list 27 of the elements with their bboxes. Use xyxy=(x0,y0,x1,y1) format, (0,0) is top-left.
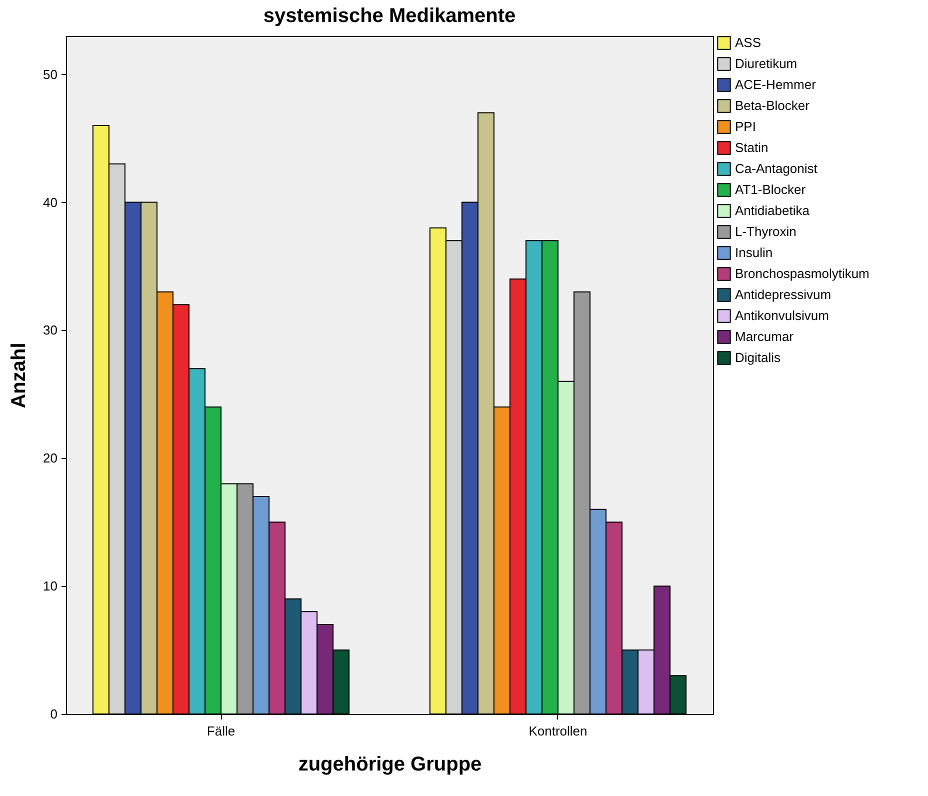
legend-label: L-Thyroxin xyxy=(735,224,796,239)
legend-label: Antidepressivum xyxy=(735,287,832,302)
legend-label: Statin xyxy=(735,140,768,155)
legend-label: PPI xyxy=(735,119,756,134)
legend-label: ACE-Hemmer xyxy=(735,77,817,92)
legend-label: Ca-Antagonist xyxy=(735,161,818,176)
chart-title: systemische Medikamente xyxy=(263,5,516,27)
y-tick-label: 40 xyxy=(43,194,58,210)
x-tick-label: Fälle xyxy=(206,724,236,738)
legend-label: Diuretikum xyxy=(735,56,798,71)
legend-label: AT1-Blocker xyxy=(735,182,806,197)
y-tick-label: 0 xyxy=(50,706,58,722)
legend-label: ASS xyxy=(735,35,762,50)
legend-label: Beta-Blocker xyxy=(735,98,810,113)
y-tick-label: 50 xyxy=(43,66,58,82)
legend-label: Insulin xyxy=(735,245,773,260)
legend-label: Antidiabetika xyxy=(735,203,810,218)
legend-label: Marcumar xyxy=(735,329,794,344)
y-tick-label: 10 xyxy=(43,578,58,594)
legend-label: Antikonvulsivum xyxy=(735,308,829,323)
x-axis-title: zugehörige Gruppe xyxy=(298,754,482,776)
x-tick-label: Kontrollen xyxy=(528,724,588,738)
y-axis-title: Anzahl xyxy=(8,342,30,408)
legend-label: Digitalis xyxy=(735,350,782,365)
legend-label: Bronchospasmolytikum xyxy=(735,266,870,281)
y-tick-label: 30 xyxy=(43,322,58,338)
y-tick-label: 20 xyxy=(43,450,58,466)
